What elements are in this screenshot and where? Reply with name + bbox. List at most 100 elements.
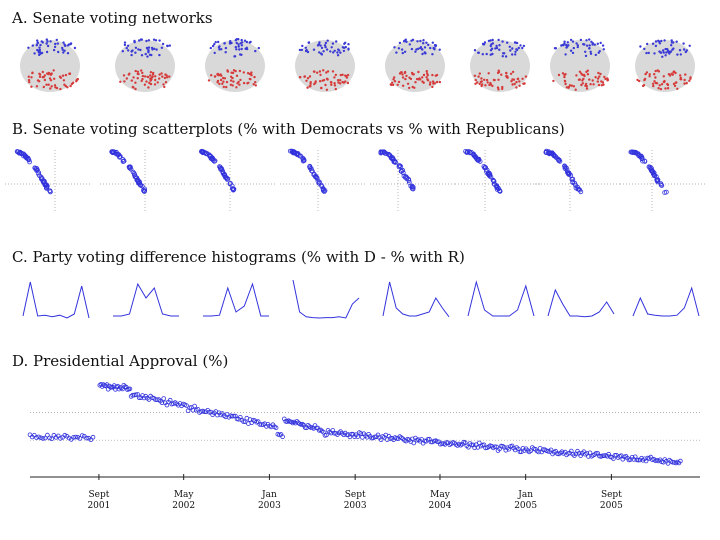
republican-node [421,76,424,79]
republican-node [136,77,139,80]
republican-node [62,79,66,82]
democrat-node [73,46,77,50]
republican-node [511,70,515,74]
republican-node [253,75,256,79]
approval-point [492,444,498,450]
democrat-node [517,46,520,50]
scatter-point [36,170,42,176]
democrat-node [490,47,494,50]
democrat-node [585,39,588,42]
democrat-node [235,38,238,41]
democrat-node [393,46,396,49]
republican-node [38,73,42,76]
republican-node [143,75,147,78]
republican-node [148,81,151,85]
approval-point [190,407,196,413]
republican-node [600,80,603,83]
democrat-node [145,46,149,50]
democrat-node [569,38,573,42]
democrat-node [131,49,134,52]
democrat-node [589,52,593,55]
republican-node [147,86,150,89]
republican-node [487,72,490,75]
scatter-point [117,153,123,159]
democrat-node [663,39,666,42]
scatter-point [289,149,295,154]
republican-node [597,83,601,87]
scatter-point [298,153,304,159]
republican-node [160,72,163,75]
democrat-node [572,46,575,50]
democrat-node [39,43,42,47]
republican-node [59,76,63,79]
approval-point [161,396,167,401]
scatter-point [487,171,493,177]
democrat-node [316,44,320,47]
democrat-node [599,41,602,45]
scatterplot-6 [455,148,540,212]
republican-node [656,69,659,72]
scatter-point [391,159,397,165]
democrat-node [224,46,228,50]
republican-node [314,81,317,84]
approval-point [612,453,618,458]
approval-point [678,458,683,464]
democrat-node [318,41,321,44]
republican-node [585,85,588,88]
republican-node [325,71,328,74]
democrat-node [234,45,237,49]
republican-node [137,72,140,76]
democrat-node [653,52,656,55]
democrat-node [305,49,308,52]
republican-node [318,80,322,83]
republican-node [219,78,223,82]
scatter-point [639,155,645,161]
republican-node [146,75,150,79]
republican-node [570,84,573,87]
approval-point [153,397,158,402]
democrat-node [585,44,589,47]
democrat-node [498,48,501,51]
republican-node [500,73,503,76]
republican-node [497,78,500,81]
republican-node [316,71,319,74]
approval-point [73,434,78,440]
democrat-node [647,51,650,55]
republican-node [572,85,576,88]
republican-node [325,88,329,91]
republican-node [659,87,663,91]
republican-node [653,73,656,76]
republican-node [156,81,159,84]
republican-node [486,81,489,84]
democrat-node [419,39,422,43]
scatter-point [483,165,489,171]
approval-point [192,403,197,409]
republican-node [404,77,407,81]
republican-node [38,75,42,78]
approval-point [469,442,474,448]
democrat-node [49,40,52,43]
republican-node [578,78,581,81]
approval-point [159,400,165,406]
republican-node [46,72,49,75]
republican-node [346,73,350,77]
republican-node [662,80,665,84]
scatter-point [556,157,562,163]
approval-tick-month: Jan [517,490,533,500]
republican-node [485,78,489,82]
scatter-point [22,152,27,158]
republican-node [393,76,396,79]
approval-point [184,403,189,408]
republican-node [563,79,567,83]
republican-node [654,81,657,85]
approval-point [600,453,605,459]
democrat-node [306,50,310,54]
republican-node [672,70,676,73]
republican-node [321,79,324,82]
republican-node [164,81,168,84]
democrat-node [45,38,48,41]
republican-node [591,79,594,82]
democrat-node [229,40,232,43]
republican-node [673,84,677,88]
republican-node [505,71,508,75]
